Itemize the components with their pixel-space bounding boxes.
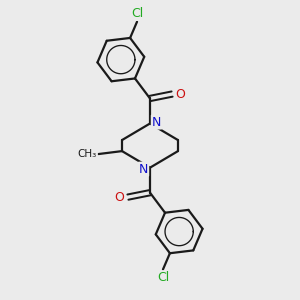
Text: Cl: Cl <box>157 271 169 284</box>
Text: Cl: Cl <box>131 7 143 20</box>
Text: O: O <box>115 190 124 204</box>
Text: O: O <box>176 88 185 100</box>
Text: N: N <box>139 163 148 176</box>
Text: CH₃: CH₃ <box>78 149 97 159</box>
Text: N: N <box>152 116 161 128</box>
